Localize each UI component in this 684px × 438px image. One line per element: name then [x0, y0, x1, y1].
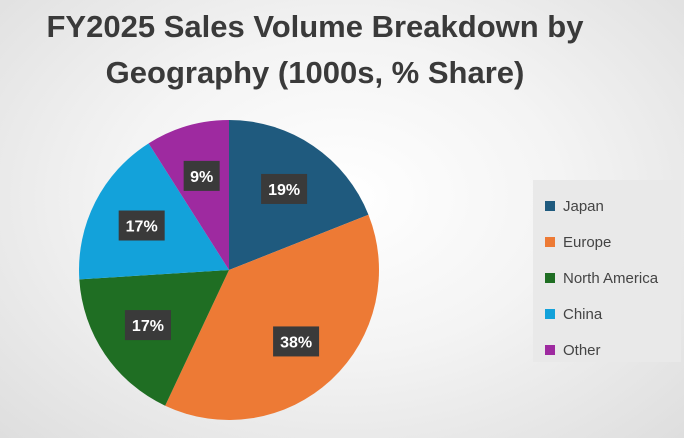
data-label-japan: 19% [268, 182, 300, 199]
legend-label-other: Other [563, 341, 601, 359]
legend-swatch-europe [545, 237, 555, 247]
data-label-other: 9% [190, 169, 213, 186]
legend-item-japan: Japan [533, 188, 681, 224]
legend-item-china: China [533, 296, 681, 332]
data-label-box-europe [273, 326, 320, 357]
legend-label-china: China [563, 305, 603, 323]
legend-swatch-china [545, 309, 555, 319]
legend-swatch-north-america [545, 273, 555, 283]
data-label-china: 17% [126, 219, 158, 236]
legend-swatch-japan [545, 201, 555, 211]
legend-swatch-other [545, 345, 555, 355]
data-label-north-america: 17% [132, 318, 164, 335]
legend-item-europe: Europe [533, 224, 681, 260]
chart-title: FY2025 Sales Volume Breakdown by Geograp… [46, 9, 584, 90]
legend-label-europe: Europe [563, 233, 612, 251]
legend-label-japan: Japan [563, 197, 604, 215]
data-label-box-japan [261, 173, 308, 204]
data-label-box-china [118, 210, 165, 241]
legend: Japan Europe North America China Other [533, 180, 681, 362]
data-label-box-other [183, 160, 220, 191]
data-label-box-north-america [124, 310, 171, 341]
legend-label-north-america: North America [563, 269, 659, 287]
legend-item-north-america: North America [533, 260, 681, 296]
pie-slice-other [148, 120, 229, 270]
data-label-europe: 38% [280, 334, 312, 351]
pie-slice-europe [165, 214, 379, 420]
legend-item-other: Other [533, 332, 681, 368]
